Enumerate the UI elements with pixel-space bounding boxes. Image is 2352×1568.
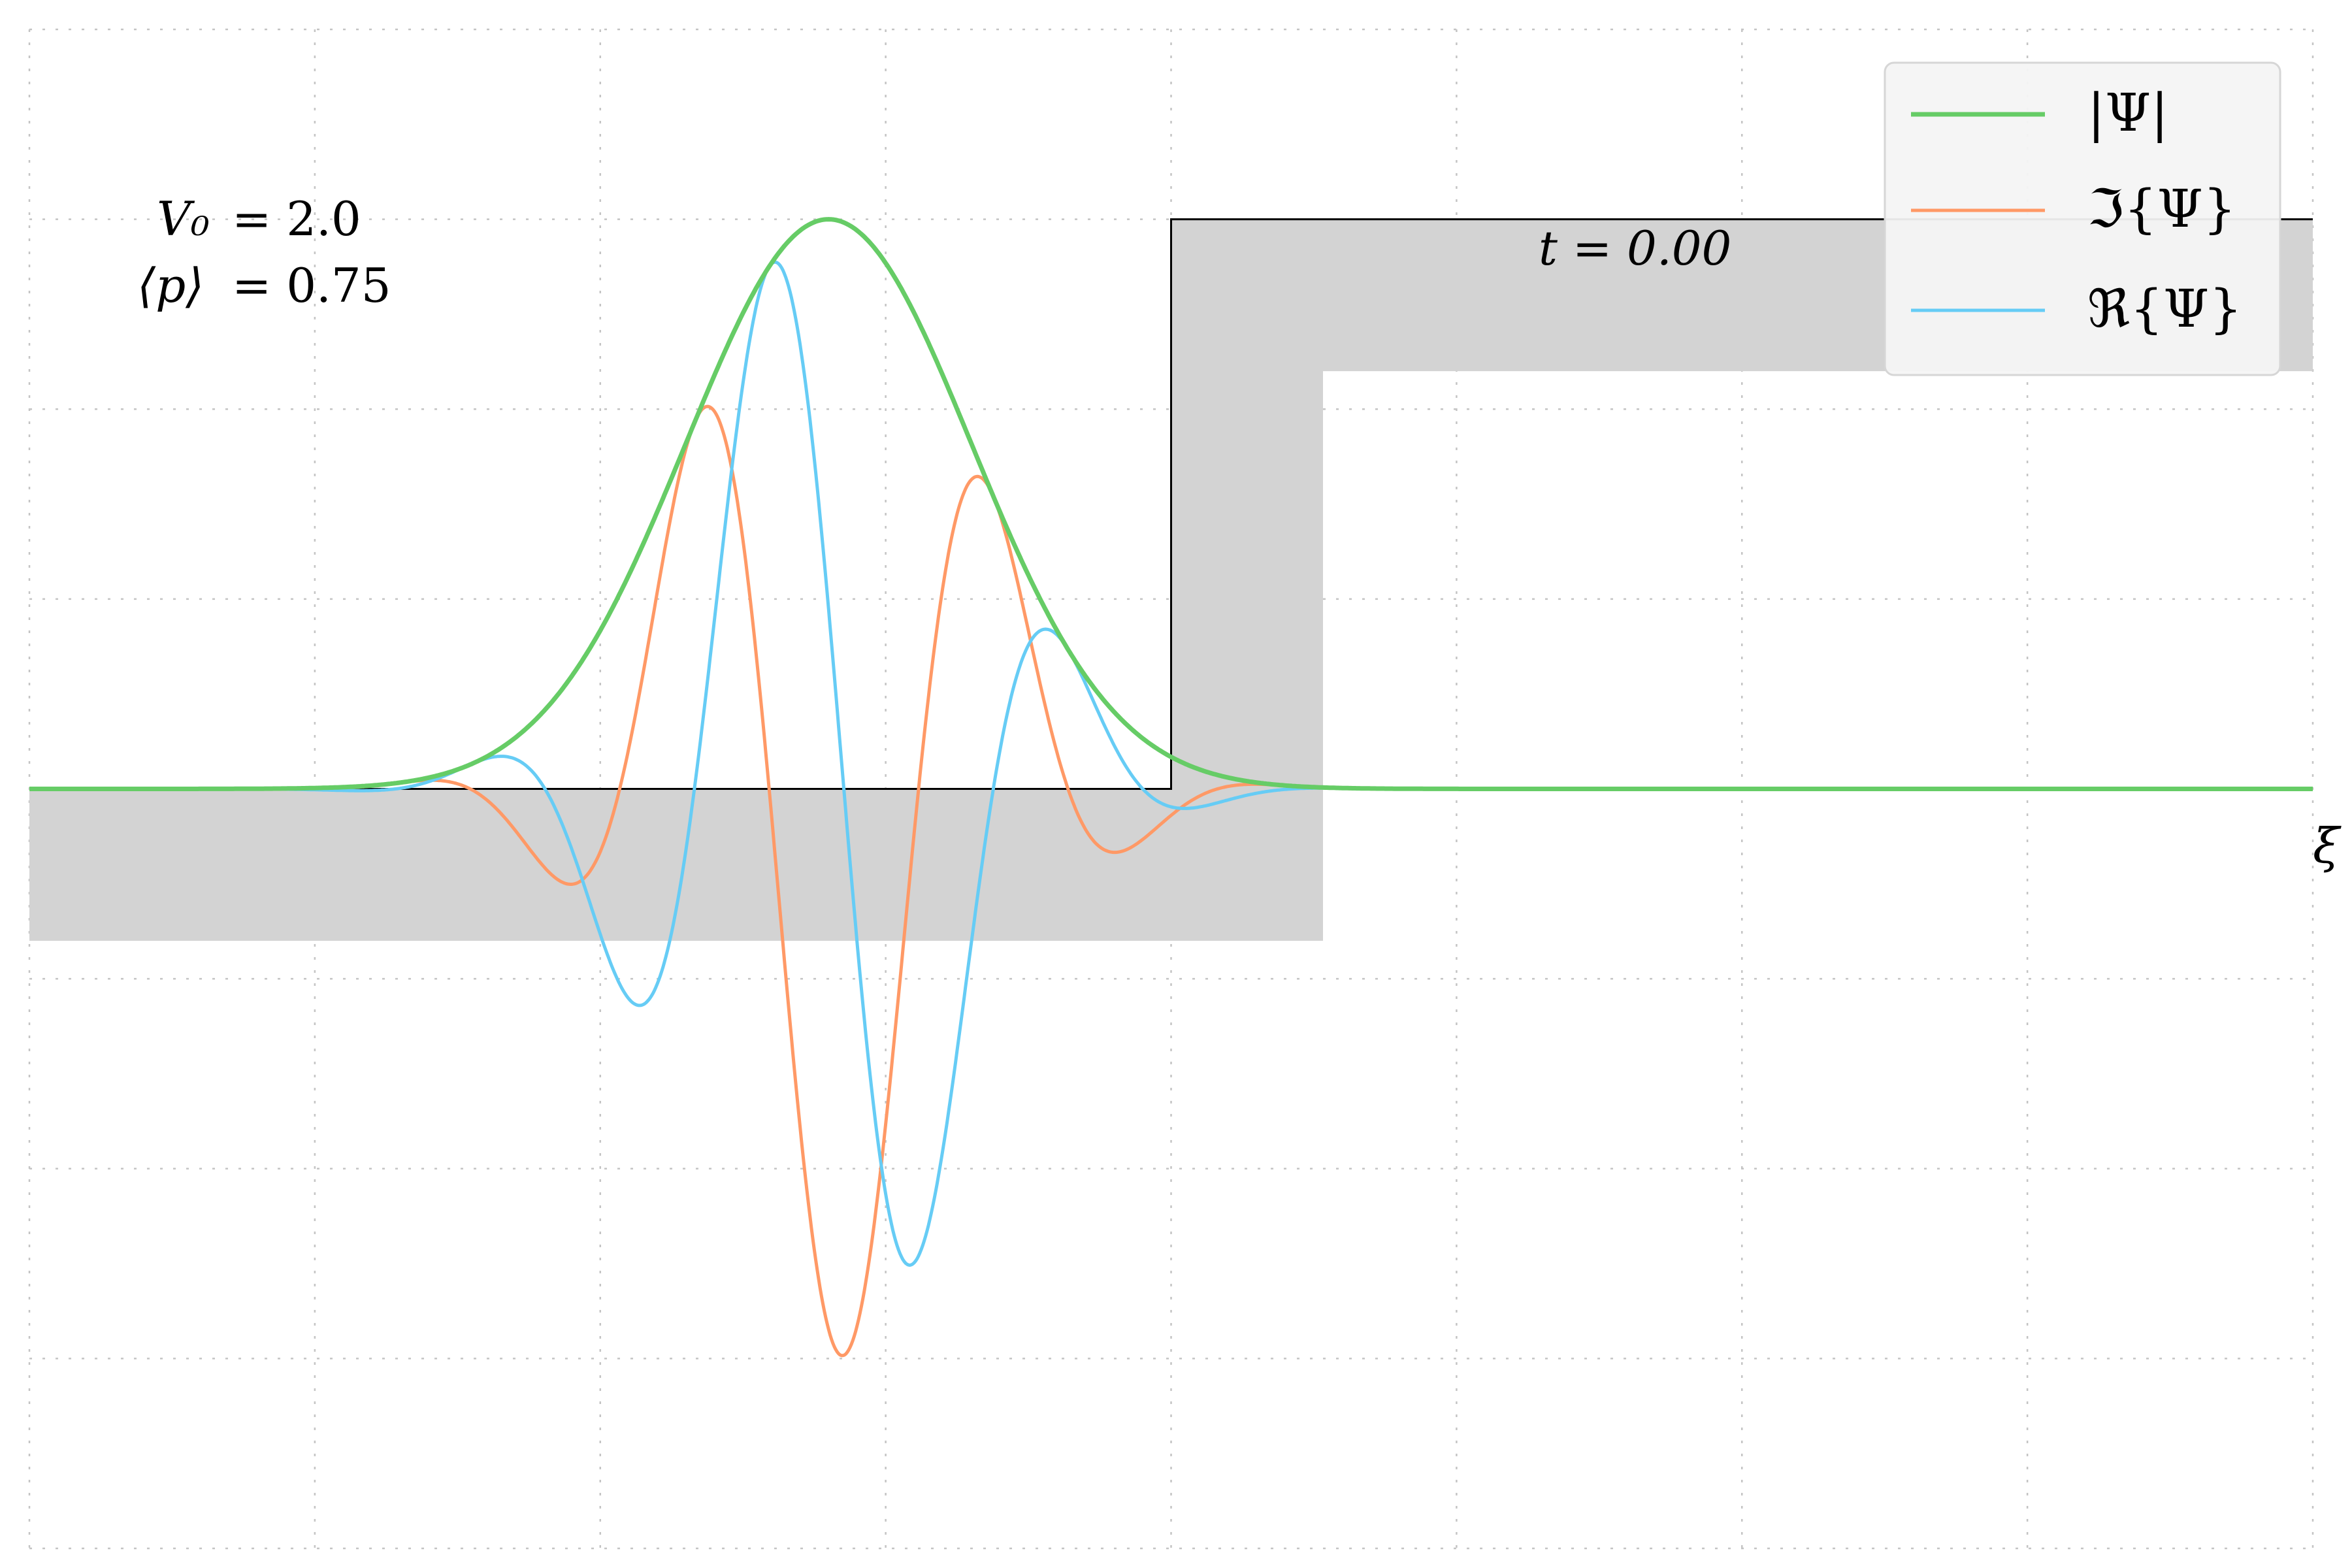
v0-value: = 2.0 <box>232 191 361 246</box>
legend: |Ψ| ℑ{Ψ} ℜ{Ψ} <box>1884 61 2281 376</box>
v0-label: V₀ <box>157 191 210 246</box>
xlabel: ξ <box>2313 818 2342 874</box>
legend-label-abs: |Ψ| <box>2087 82 2168 143</box>
potential-line <box>29 218 2313 790</box>
annotation-v0: V₀ = 2.0 <box>157 191 361 246</box>
series-line-abs <box>28 217 2314 791</box>
legend-label-imag: ℑ{Ψ} <box>2087 178 2236 239</box>
annotation-p: ⟨p⟩ = 0.75 <box>137 258 391 313</box>
time-label: t = 0.00 <box>1539 221 1731 276</box>
legend-item-real: ℜ{Ψ} <box>1911 278 2242 339</box>
series-lines <box>28 217 2314 1358</box>
legend-item-abs: |Ψ| <box>1911 82 2168 143</box>
legend-box <box>1884 61 2281 376</box>
potential <box>29 218 2313 941</box>
p-label: ⟨p⟩ <box>137 258 204 313</box>
legend-item-imag: ℑ{Ψ} <box>1911 178 2236 239</box>
p-value: = 0.75 <box>232 258 391 313</box>
legend-label-real: ℜ{Ψ} <box>2087 278 2242 339</box>
